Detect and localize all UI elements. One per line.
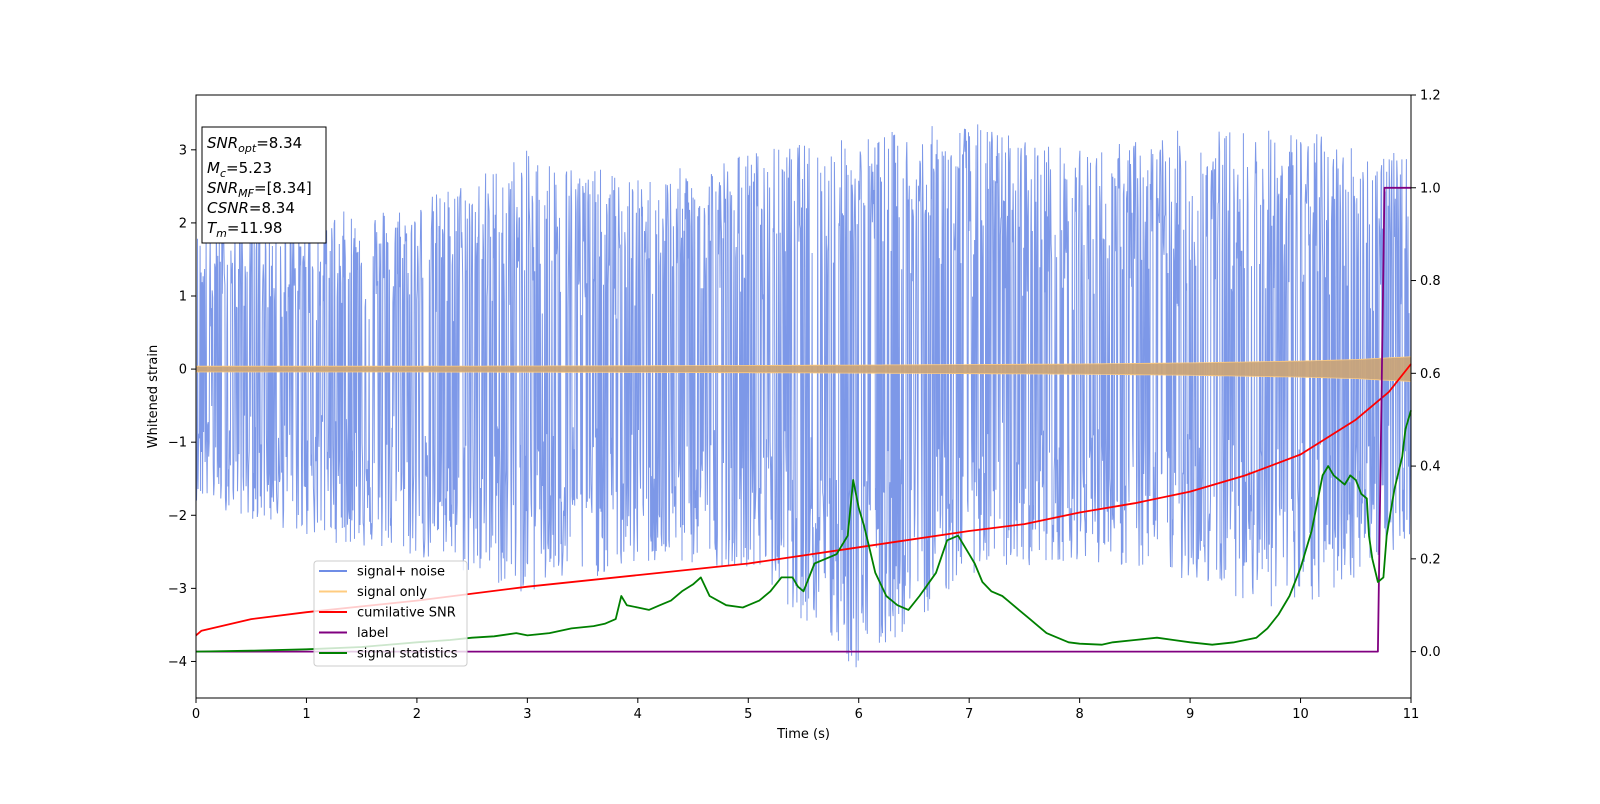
signal-statistics-line	[195, 410, 1412, 653]
overlay-lines	[195, 186, 1412, 653]
annotation-mc-value: =5.23	[226, 159, 272, 177]
signal-noise-series	[195, 124, 1412, 668]
y-left-tick-label: −2	[168, 509, 187, 524]
plot-frame	[195, 94, 1412, 699]
annotation-snr-mf-value: =[8.34]	[254, 179, 312, 197]
y-right-tick-label: 0.8	[1420, 274, 1441, 289]
x-tick-label: 5	[744, 707, 752, 722]
annotation-snr-opt: SNRopt=8.34	[207, 134, 302, 155]
annotation-tm-value: =11.98	[227, 219, 283, 237]
x-tick-label: 8	[1075, 707, 1083, 722]
y-right-tick-label: 1.0	[1420, 181, 1441, 196]
x-tick-label: 3	[523, 707, 531, 722]
x-tick-label: 6	[855, 707, 863, 722]
y-left-tick-label: 0	[179, 363, 187, 378]
x-tick-label: 11	[1403, 707, 1420, 722]
y-left-tick-label: −1	[168, 436, 187, 451]
annotation-frame	[201, 126, 327, 244]
y-right-tick-label: 0.4	[1420, 460, 1441, 475]
legend-label: signal only	[357, 585, 427, 600]
y-left-tick-label: −4	[168, 655, 187, 670]
axes: 0 1 2 3 4 5 6 7 8 9 10 113210−1−2−3−41.21.00.80.60.…	[168, 89, 1441, 723]
legend-label: signal+ noise	[357, 565, 445, 580]
y-right-tick-label: 0.6	[1420, 367, 1441, 382]
x-axis-label: Time (s)	[776, 727, 830, 742]
cumilative-snr-line	[195, 363, 1412, 637]
y-left-tick-label: −3	[168, 582, 187, 597]
x-tick-label: 9	[1186, 707, 1194, 722]
annotation-snr-mf: SNRMF=[8.34]	[207, 179, 312, 200]
x-tick-label: 10	[1292, 707, 1309, 722]
stats-annotation-box: SNRopt=8.34 Mc=5.23 SNRMF=[8.34] CSNR=8.…	[201, 126, 327, 244]
y-right-tick-label: 1.2	[1420, 89, 1441, 104]
label-line	[196, 186, 1411, 653]
annotation-snr-opt-value: =8.34	[256, 134, 302, 152]
y-left-tick-label: 2	[179, 216, 187, 231]
legend-label: label	[357, 626, 388, 641]
x-tick-label: 1	[302, 707, 310, 722]
signal-noise-line	[195, 124, 1412, 668]
legend-label: signal statistics	[357, 647, 458, 662]
y-left-tick-label: 1	[179, 290, 187, 305]
legend-label: cumilative SNR	[357, 606, 456, 621]
y-axis-label: Whitened strain	[146, 345, 161, 448]
legend-frame	[313, 560, 468, 667]
x-tick-label: 0	[192, 707, 200, 722]
annotation-csnr: CSNR=8.34	[207, 199, 295, 217]
y-right-tick-label: 0.0	[1420, 645, 1441, 660]
x-tick-label: 4	[634, 707, 642, 722]
annotation-csnr-value: =8.34	[249, 199, 295, 217]
annotation-mc: Mc=5.23	[207, 159, 272, 180]
y-right-tick-label: 0.2	[1420, 552, 1441, 567]
x-tick-label: 7	[965, 707, 973, 722]
annotation-tm: Tm=11.98	[207, 219, 282, 240]
legend: signal+ noise signal only cumilative SNR la…	[313, 560, 468, 667]
y-left-tick-label: 3	[179, 143, 187, 158]
x-tick-label: 2	[413, 707, 421, 722]
